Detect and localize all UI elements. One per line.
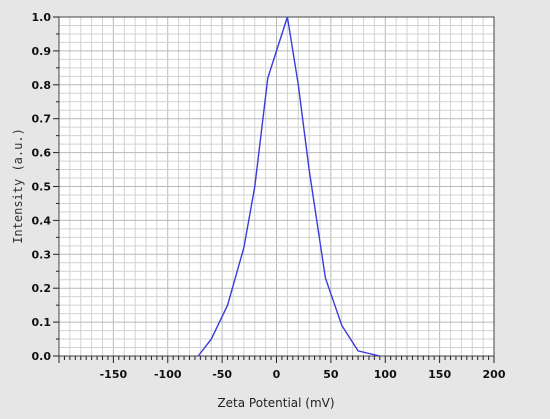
x-tick-label: 200	[483, 368, 506, 381]
y-tick-label: 0.5	[32, 181, 52, 194]
x-tick-label: -150	[100, 368, 128, 381]
y-tick-label: 0.3	[32, 248, 52, 261]
x-tick-label: -50	[212, 368, 232, 381]
y-tick-label: 0.8	[32, 79, 52, 92]
series-line	[197, 16, 380, 357]
y-axis-label: Intensity (a.u.)	[11, 128, 25, 244]
y-tick-label: 0.6	[32, 147, 52, 160]
y-tick-labels: 0.0 0.1 0.2 0.3 0.4 0.5 0.6 0.7 0.8 0.9 1.0	[32, 11, 52, 363]
x-axis-label: Zeta Potential (mV)	[217, 396, 334, 410]
x-tick-label: -100	[154, 368, 182, 381]
y-tick-label: 0.1	[32, 316, 52, 329]
y-tick-label: 0.9	[32, 45, 52, 58]
x-tick-label: 0	[273, 368, 281, 381]
y-tick-label: 0.2	[32, 282, 52, 295]
x-tick-labels: -150 -100 -50 0 50 100 150 200	[100, 368, 506, 381]
y-tick-label: 0.7	[32, 113, 52, 126]
y-tick-label: 1.0	[32, 11, 52, 24]
grid	[59, 17, 494, 356]
x-tick-label: 100	[374, 368, 397, 381]
y-tick-label: 0.0	[32, 350, 52, 363]
y-tick-label: 0.4	[32, 214, 52, 227]
x-tick-label: 50	[323, 368, 339, 381]
axis-ticks	[53, 16, 495, 363]
x-tick-label: 150	[428, 368, 451, 381]
